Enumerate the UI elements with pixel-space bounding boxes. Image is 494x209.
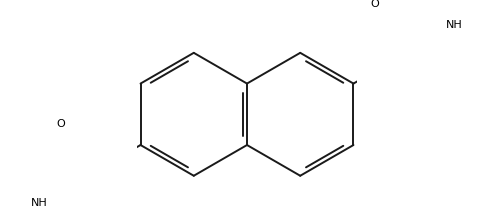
Text: NH: NH [446,20,463,30]
Text: NH: NH [31,198,48,208]
Text: O: O [370,0,379,9]
Text: O: O [56,119,65,129]
